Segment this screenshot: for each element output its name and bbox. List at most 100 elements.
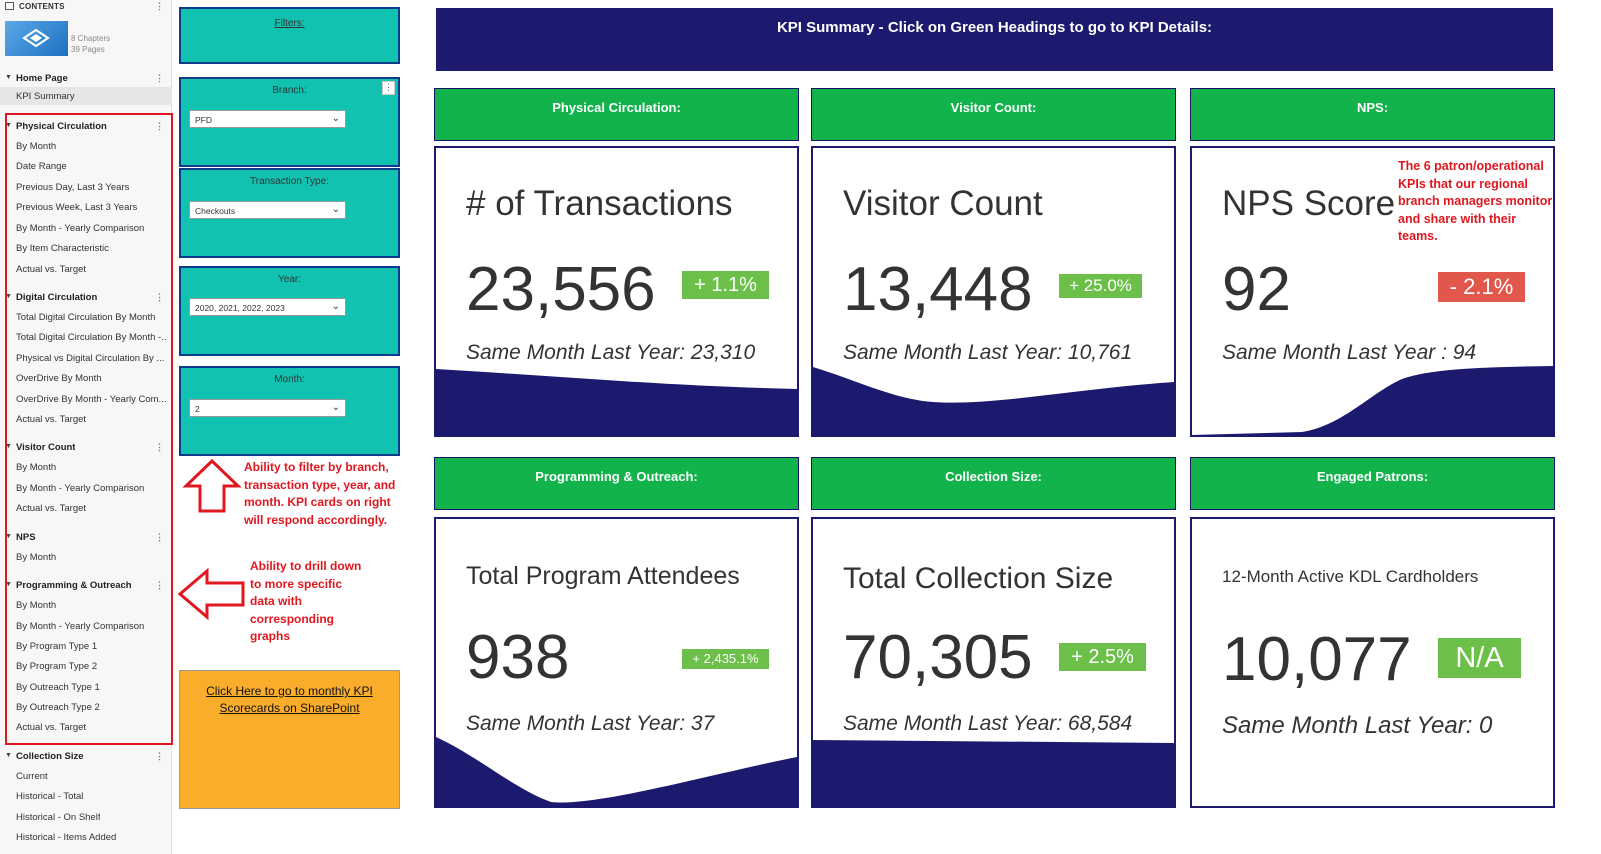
sidebar-item-label: Historical - Items Added	[16, 832, 117, 843]
sidebar-item[interactable]: Previous Day, Last 3 Years	[0, 182, 172, 196]
caret-down-icon[interactable]: ▼	[5, 443, 12, 450]
sidebar-item[interactable]: By Month	[0, 600, 172, 614]
sidebar-item-label: By Month - Yearly Comparison	[16, 621, 145, 632]
sidebar-item[interactable]: By Program Type 2	[0, 661, 172, 675]
kpi-value: 10,077	[1222, 625, 1412, 694]
year-select[interactable]: 2020, 2021, 2022, 2023 ⌄	[189, 298, 346, 316]
sidebar-section[interactable]: ▼ Physical Circulation ⋮	[0, 121, 172, 135]
sidebar-item[interactable]: By Month - Yearly Comparison	[0, 223, 172, 237]
sidebar-item-label: By Month	[16, 462, 57, 473]
sidebar-section[interactable]: ▼ Digital Circulation ⋮	[0, 292, 172, 306]
sidebar-item[interactable]: By Outreach Type 1	[0, 682, 172, 696]
sidebar-section-label: Visitor Count	[16, 442, 76, 453]
sidebar-item[interactable]: Current	[0, 771, 172, 785]
kpi-previous-year: Same Month Last Year: 68,584	[843, 712, 1133, 735]
caret-down-icon[interactable]: ▼	[5, 122, 12, 129]
sidebar-item[interactable]: By Month	[0, 552, 172, 566]
sidebar-item[interactable]: By Item Characteristic	[0, 243, 172, 257]
sidebar-item[interactable]: Date Range	[0, 161, 172, 175]
sidebar-item[interactable]: Total Digital Circulation By Month -...	[0, 332, 172, 346]
transaction-type-select[interactable]: Checkouts ⌄	[189, 201, 346, 219]
sidebar-item-label: By Month - Yearly Comparison	[16, 223, 145, 234]
more-options-icon[interactable]: ⋮	[155, 292, 164, 302]
sidebar-item[interactable]: Actual vs. Target	[0, 264, 172, 278]
kpi-change-badge: + 2,435.1%	[682, 649, 769, 669]
kpi-title: NPS Score	[1222, 184, 1396, 223]
kpi-heading-link[interactable]: Collection Size:	[811, 457, 1176, 510]
more-options-icon[interactable]: ⋮	[155, 751, 164, 761]
chevron-down-icon: ⌄	[331, 402, 340, 413]
sidebar-item[interactable]: Actual vs. Target	[0, 722, 172, 736]
sidebar-item[interactable]: Physical vs Digital Circulation By ...	[0, 353, 172, 367]
month-value: 2	[195, 404, 200, 414]
kpi-title: # of Transactions	[466, 184, 733, 223]
kpi-heading-link[interactable]: Engaged Patrons:	[1190, 457, 1555, 510]
sidebar-item[interactable]: Actual vs. Target	[0, 503, 172, 517]
book-meta: 8 Chapters 39 Pages	[71, 33, 110, 55]
sidebar-item-label: Historical - Total	[16, 791, 84, 802]
more-options-icon[interactable]: ⋮	[155, 73, 164, 83]
kpi-previous-year: Same Month Last Year: 10,761	[843, 341, 1133, 364]
sidebar-item[interactable]: Total Digital Circulation By Month	[0, 312, 172, 326]
sidebar-item[interactable]: Actual vs. Target	[0, 414, 172, 428]
sharepoint-link[interactable]: Click Here to go to monthly KPI Scorecar…	[179, 670, 400, 809]
kpi-heading-link[interactable]: Programming & Outreach:	[434, 457, 799, 510]
sidebar-item[interactable]: By Month	[0, 141, 172, 155]
sidebar-item[interactable]: By Month	[0, 462, 172, 476]
sidebar-section-label: Programming & Outreach	[16, 580, 132, 591]
more-options-icon[interactable]: ⋮	[155, 1, 164, 11]
sidebar-item[interactable]: By Outreach Type 2	[0, 702, 172, 716]
sidebar-item[interactable]: Historical - Total	[0, 791, 172, 805]
kpi-previous-year: Same Month Last Year : 94	[1222, 341, 1477, 364]
sidebar-item-label: Physical vs Digital Circulation By ...	[16, 353, 165, 364]
sidebar-section[interactable]: ▼ Home Page ⋮	[0, 73, 172, 87]
more-options-icon[interactable]: ⋮	[155, 580, 164, 590]
sidebar-item[interactable]: Historical - On Shelf	[0, 812, 172, 826]
sidebar-section[interactable]: ▼ NPS ⋮	[0, 532, 172, 546]
kpi-value: 13,448	[843, 255, 1033, 324]
sidebar-item[interactable]: By Month - Yearly Comparison	[0, 483, 172, 497]
kpi-heading-link[interactable]: Physical Circulation:	[434, 88, 799, 141]
sidebar-item-label: By Month	[16, 600, 57, 611]
sidebar-item[interactable]: Previous Week, Last 3 Years	[0, 202, 172, 216]
sidebar-item[interactable]: OverDrive By Month - Yearly Com...	[0, 394, 172, 408]
kpi-title: 12-Month Active KDL Cardholders	[1222, 567, 1479, 586]
kpi-heading-link[interactable]: Visitor Count:	[811, 88, 1176, 141]
sidebar-item[interactable]: KPI Summary	[0, 87, 172, 105]
kpi-value: 938	[466, 623, 570, 692]
more-options-icon[interactable]: ⋮	[382, 81, 395, 95]
month-select[interactable]: 2 ⌄	[189, 399, 346, 417]
caret-down-icon[interactable]: ▼	[5, 293, 12, 300]
branch-select-value: PFD	[195, 115, 212, 125]
sidebar-item[interactable]: OverDrive By Month	[0, 373, 172, 387]
branch-select[interactable]: PFD ⌄	[189, 110, 346, 128]
sidebar-section-label: Digital Circulation	[16, 292, 98, 303]
sidebar-section[interactable]: ▼ Programming & Outreach ⋮	[0, 580, 172, 594]
caret-down-icon[interactable]: ▼	[5, 74, 12, 81]
more-options-icon[interactable]: ⋮	[155, 532, 164, 542]
more-options-icon[interactable]: ⋮	[155, 121, 164, 131]
year-value: 2020, 2021, 2022, 2023	[195, 303, 285, 313]
kpi-heading-link[interactable]: NPS:	[1190, 88, 1555, 141]
chevron-down-icon: ⌄	[331, 204, 340, 215]
sidebar-item-label: By Month	[16, 552, 57, 563]
sidebar-section[interactable]: ▼ Visitor Count ⋮	[0, 442, 172, 456]
kpi-annotation: The 6 patron/operational KPIs that our r…	[1398, 159, 1553, 243]
caret-down-icon[interactable]: ▼	[5, 581, 12, 588]
more-options-icon[interactable]: ⋮	[155, 442, 164, 452]
kpi-previous-year: Same Month Last Year: 37	[466, 712, 715, 735]
year-filter: Year: 2020, 2021, 2022, 2023 ⌄	[179, 266, 400, 356]
kpi-trend-shape	[813, 740, 1174, 806]
caret-down-icon[interactable]: ▼	[5, 533, 12, 540]
sidebar-item[interactable]: By Month - Yearly Comparison	[0, 621, 172, 635]
sidebar-item-label: Previous Day, Last 3 Years	[16, 182, 130, 193]
drilldown-highlight-box	[5, 113, 173, 745]
sidebar-item-label: By Month - Yearly Comparison	[16, 483, 145, 494]
sidebar-item[interactable]: By Program Type 1	[0, 641, 172, 655]
sidebar-item[interactable]: Historical - Items Added	[0, 832, 172, 846]
contents-icon[interactable]	[5, 2, 14, 10]
kpi-trend-shape	[813, 367, 1174, 435]
caret-down-icon[interactable]: ▼	[5, 752, 12, 759]
sidebar-item-label: By Outreach Type 2	[16, 702, 100, 713]
sidebar-section[interactable]: ▼ Collection Size ⋮	[0, 751, 172, 765]
